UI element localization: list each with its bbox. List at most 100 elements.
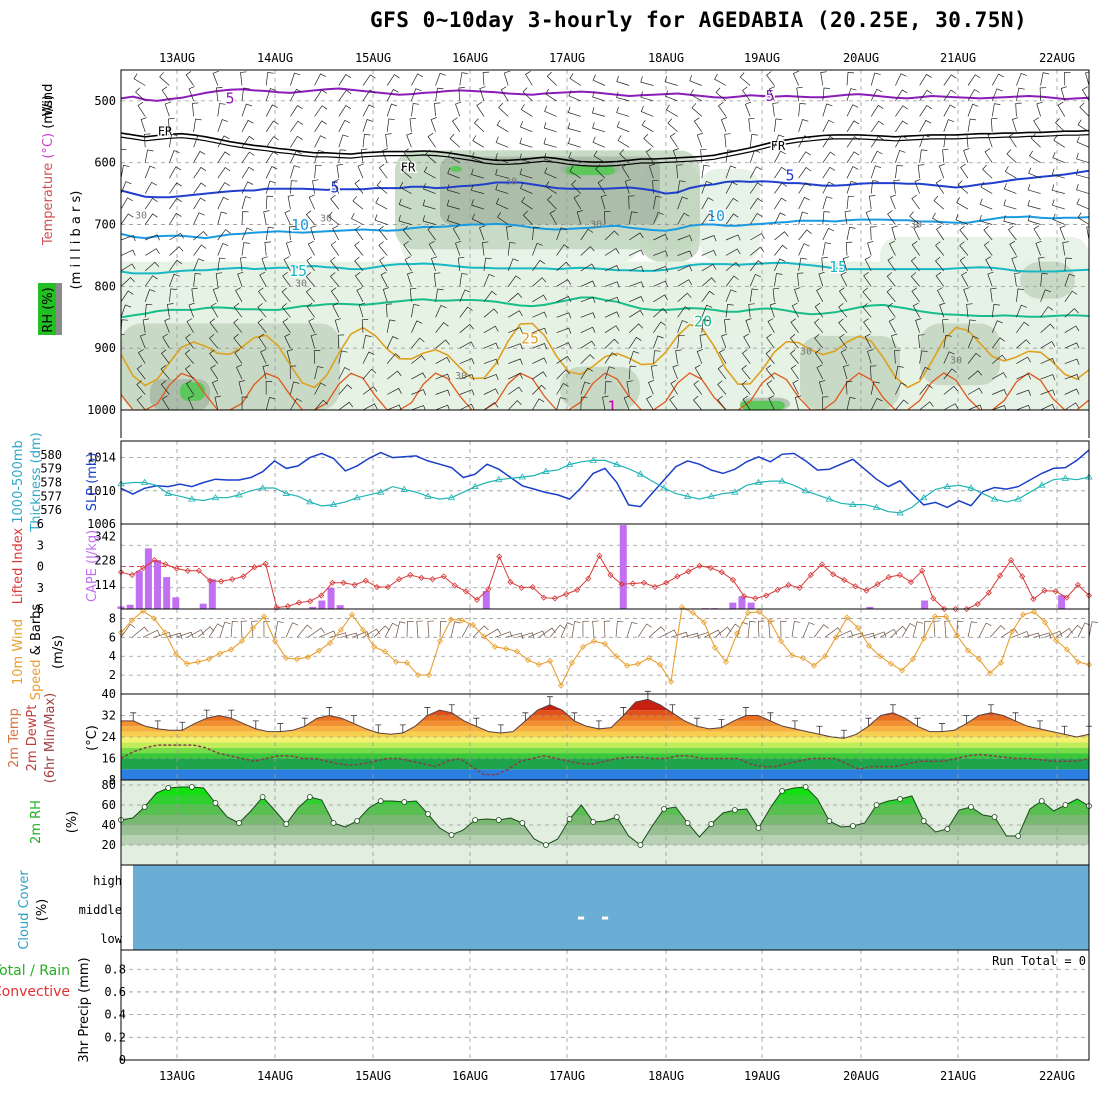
wind-barb xyxy=(121,304,132,318)
wind-barb xyxy=(265,151,279,163)
wind-barb xyxy=(870,365,877,380)
thickness-point xyxy=(1038,481,1046,488)
wind-barb xyxy=(677,250,693,257)
wind-barb xyxy=(774,212,786,225)
temp-minmax-bar xyxy=(277,723,284,732)
wind-barb xyxy=(332,225,340,241)
wind-barb xyxy=(648,163,656,179)
wind-barb xyxy=(265,104,278,117)
wind10-point xyxy=(458,617,466,624)
wind-barb xyxy=(121,132,123,148)
wind-barb xyxy=(508,343,523,350)
wind10-point xyxy=(722,658,730,665)
wind-barb xyxy=(479,86,486,102)
wind-barb xyxy=(677,265,693,272)
thickness-line xyxy=(120,459,1090,514)
wind-barb xyxy=(217,242,229,256)
wind-barb xyxy=(1051,184,1065,194)
wind-barb xyxy=(725,213,739,225)
wind-barb xyxy=(532,226,540,241)
wind-barb xyxy=(604,265,620,272)
wind-barb xyxy=(839,333,848,349)
wind-barb xyxy=(580,228,594,241)
temp-band xyxy=(121,758,1089,770)
wind-barb xyxy=(591,107,606,117)
rh-point xyxy=(425,811,431,817)
axis-label-part: 2m Temp xyxy=(7,708,22,768)
wind-barb xyxy=(693,395,703,410)
thickness-point xyxy=(495,475,503,483)
temp-minmax-bar xyxy=(571,712,578,721)
axis-label-part: (%) xyxy=(65,811,80,834)
thickness-point xyxy=(613,460,621,467)
wind-barb xyxy=(956,197,969,210)
temp-band xyxy=(121,769,1089,780)
wind-barb xyxy=(769,302,777,318)
isotherm-lightblue xyxy=(121,215,1089,240)
wind-barb xyxy=(398,215,412,225)
wind-barb xyxy=(284,333,291,349)
lifted-index-point xyxy=(818,561,826,568)
wind-barb xyxy=(495,136,509,148)
wind-barb xyxy=(628,365,637,380)
temp-minmax-bar xyxy=(228,709,235,719)
wind-barb xyxy=(1088,285,1089,287)
wind-barb xyxy=(653,195,662,210)
wind-barb xyxy=(398,198,412,210)
lifted-index-point xyxy=(629,580,636,587)
lifted-index-point xyxy=(852,583,859,590)
wind-barb xyxy=(556,227,567,241)
wind-barb xyxy=(403,148,412,163)
wind-barb xyxy=(459,341,475,349)
wind-barb xyxy=(217,167,231,179)
wind-barb xyxy=(1040,403,1056,410)
temp-minmax-bar xyxy=(399,724,406,733)
wind-barb xyxy=(241,242,250,256)
wind-barb xyxy=(447,167,460,179)
wind-barb xyxy=(310,333,317,349)
wind-barb xyxy=(842,364,850,380)
wind-barb xyxy=(911,241,920,256)
wind10-barb xyxy=(868,631,887,638)
wind-barb xyxy=(626,380,633,395)
wind-barb xyxy=(604,230,619,241)
wind-barb xyxy=(955,214,969,225)
wind10-barb xyxy=(516,632,535,639)
wind-barb xyxy=(411,320,423,333)
wind-barb xyxy=(508,327,523,334)
wind-barb xyxy=(144,289,156,302)
wind-barb xyxy=(1029,150,1041,163)
wind-barb xyxy=(423,166,436,179)
lifted-index-point xyxy=(396,576,403,583)
temp-minmax-bar xyxy=(767,712,774,721)
temp-minmax-bar xyxy=(350,715,357,724)
wind-barb xyxy=(798,151,811,163)
wind-barb xyxy=(693,380,703,395)
wind-barb xyxy=(991,354,1007,364)
wind-barb xyxy=(966,303,973,318)
wind-barb xyxy=(616,106,630,117)
wind-barb xyxy=(1011,256,1018,272)
wind-barb xyxy=(987,271,994,287)
wind-barb xyxy=(483,358,499,365)
wind-barb xyxy=(506,225,513,241)
wind-barb xyxy=(1077,212,1089,225)
wind-barb xyxy=(961,271,969,287)
wind-barb xyxy=(306,256,315,272)
wind-barb xyxy=(265,396,276,410)
wind-barb xyxy=(507,292,523,303)
wind-barb xyxy=(592,122,606,133)
wind-barb xyxy=(193,258,205,272)
wind10-point xyxy=(315,647,323,654)
wind10-point xyxy=(667,678,675,685)
axis-label: 2m DewPt xyxy=(25,705,40,772)
wind-barb xyxy=(411,337,425,349)
wind-barb xyxy=(241,119,254,132)
lifted-index-point xyxy=(640,579,648,586)
cloud-level-label: low xyxy=(100,932,122,946)
wind-barb xyxy=(503,70,511,86)
thickness-point xyxy=(825,495,833,502)
wind-barb xyxy=(821,257,828,271)
wind-barb xyxy=(667,118,678,133)
lifted-index-point xyxy=(562,591,570,598)
